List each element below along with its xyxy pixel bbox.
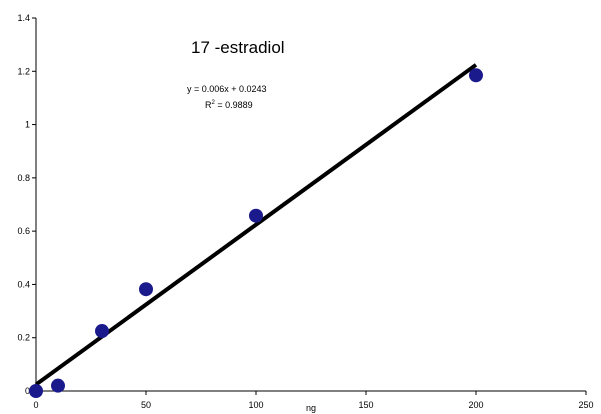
axes [35,18,586,392]
data-point [469,68,483,83]
x-tick-label: 100 [248,400,263,410]
x-tick-label: 0 [33,400,38,410]
trendline-r2: R2 = 0.9889 [205,100,253,110]
r2-prefix: R [205,100,212,110]
chart-title: 17 -estradiol [191,38,285,57]
r2-value: = 0.9889 [215,100,253,110]
y-tick-label: 1.2 [17,66,30,76]
trendline [34,63,478,387]
data-point [29,384,43,398]
y-tick-label: 0.6 [17,226,30,236]
y-tick-label: 0 [25,386,30,396]
x-tick-label: 150 [358,400,373,410]
data-point [249,208,263,223]
x-tick-label: 200 [468,400,483,410]
trendline-group [34,63,478,387]
data-point [95,324,109,339]
r2-superscript: 2 [212,100,216,106]
ticks: 0 0.2 0.4 0.6 0.8 1 1.2 1.4 0 50 100 150 200 250 [17,13,593,410]
x-axis-title: ng [306,403,316,413]
y-tick-label: 0.8 [17,173,30,183]
data-points [29,68,483,398]
x-tick-label: 50 [141,400,151,410]
y-tick-label: 0.4 [17,279,30,289]
trendline-equation: y = 0.006x + 0.0243 [187,84,267,94]
y-tick-label: 0.2 [17,333,30,343]
y-tick-label: 1.4 [17,13,30,23]
y-tick-label: 1 [25,120,30,130]
x-tick-label: 250 [578,400,593,410]
data-point [51,378,65,393]
data-point [139,282,153,297]
